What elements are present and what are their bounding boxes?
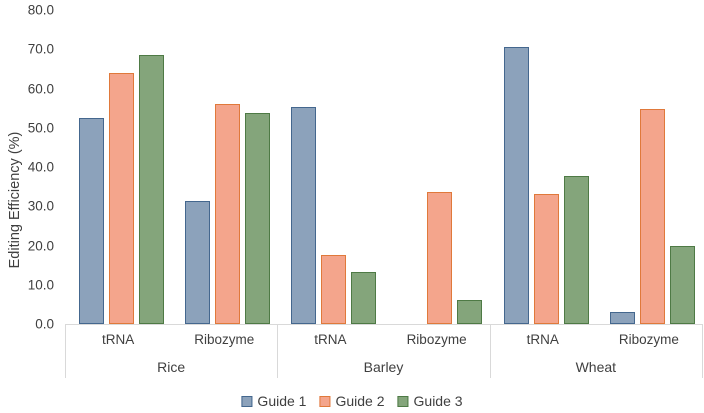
- subcategory-label: tRNA: [526, 332, 559, 347]
- category-label: Rice: [157, 359, 186, 375]
- bar-barley-ribozyme-guide2: [427, 192, 453, 324]
- legend-marker-guide3: [397, 395, 409, 407]
- legend-label: Guide 2: [335, 393, 385, 409]
- subcategory-label: Ribozyme: [194, 332, 255, 347]
- y-tick-label: 70.0: [27, 41, 54, 57]
- category-divider: [65, 324, 66, 378]
- legend: Guide 1 Guide 2 Guide 3: [241, 393, 463, 409]
- bar-wheat-ribozyme-guide2: [639, 108, 665, 324]
- legend-label: Guide 3: [413, 393, 463, 409]
- y-tick-label: 80.0: [27, 2, 54, 18]
- y-tick-label: 50.0: [27, 120, 54, 136]
- category-label: Wheat: [575, 359, 617, 375]
- subcategory-label: Ribozyme: [406, 332, 467, 347]
- legend-marker-guide1: [241, 395, 253, 407]
- legend-item: Guide 2: [319, 393, 385, 409]
- bar-barley-trna-guide1: [291, 107, 317, 324]
- bar-wheat-trna-guide2: [533, 194, 559, 324]
- legend-label: Guide 1: [257, 393, 307, 409]
- bar-rice-trna-guide1: [79, 117, 104, 324]
- x-axis-line: [65, 324, 702, 325]
- bar-rice-trna-guide2: [109, 72, 134, 324]
- category-divider: [277, 324, 279, 378]
- y-tick-label: 0.0: [35, 316, 54, 332]
- y-tick-label: 40.0: [27, 159, 54, 175]
- bar-wheat-ribozyme-guide3: [669, 245, 695, 324]
- subcategory-label: Ribozyme: [618, 332, 679, 347]
- bar-barley-trna-guide3: [351, 272, 377, 324]
- bar-rice-trna-guide3: [139, 55, 164, 324]
- subcategory-label: tRNA: [101, 332, 135, 347]
- y-tick-label: 10.0: [27, 277, 54, 293]
- category-divider: [702, 324, 703, 378]
- bar-rice-ribozyme-guide1: [185, 201, 210, 324]
- bar-wheat-ribozyme-guide1: [609, 312, 635, 324]
- legend-marker-guide2: [319, 395, 331, 407]
- subcategory-label: tRNA: [314, 332, 347, 347]
- legend-item: Guide 3: [397, 393, 463, 409]
- bar-barley-trna-guide2: [321, 254, 347, 324]
- y-tick-label: 60.0: [27, 81, 54, 96]
- bar-barley-ribozyme-guide3: [457, 300, 483, 324]
- category-divider: [489, 324, 491, 378]
- category-label: Barley: [363, 359, 404, 375]
- y-tick-label: 30.0: [27, 198, 54, 214]
- bar-wheat-trna-guide1: [503, 47, 529, 324]
- bar-rice-ribozyme-guide2: [215, 104, 240, 324]
- bar-rice-ribozyme-guide3: [245, 112, 270, 324]
- legend-item: Guide 1: [241, 393, 306, 409]
- bar-wheat-trna-guide3: [563, 175, 589, 324]
- y-tick-label: 20.0: [27, 238, 54, 253]
